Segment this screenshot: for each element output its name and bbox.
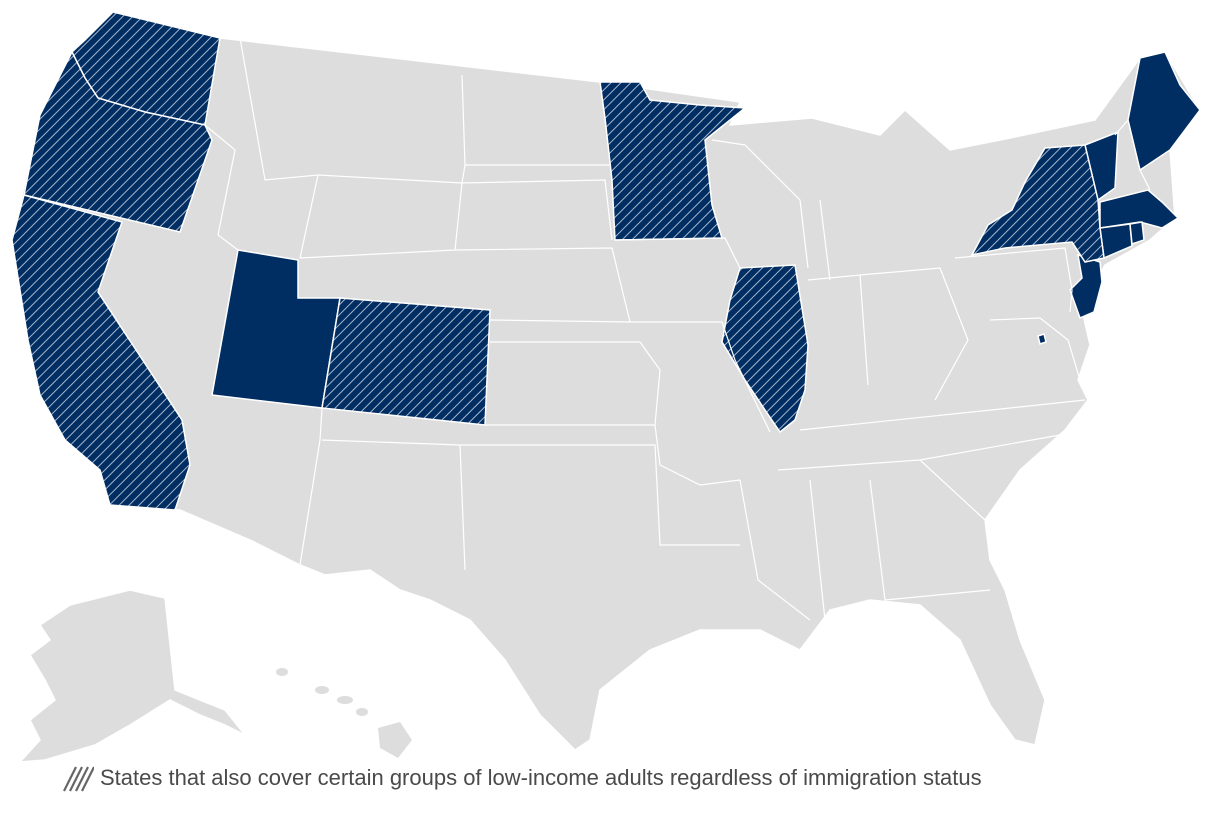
state-borders — [204, 37, 1151, 621]
state-hawaii — [276, 668, 412, 758]
state-minnesota — [599, 81, 747, 241]
state-new-jersey — [1069, 253, 1103, 320]
state-alaska — [18, 589, 246, 763]
state-rhode-island — [1129, 221, 1145, 246]
us-landmass — [11, 11, 1201, 751]
hatch-pattern-icon — [63, 766, 94, 792]
legend: States that also cover certain groups of… — [62, 762, 982, 794]
state-colorado — [321, 297, 491, 426]
state-maine — [1127, 51, 1201, 172]
legend-label: States that also cover certain groups of… — [100, 765, 982, 790]
state-new-york — [970, 144, 1105, 263]
state-oregon — [23, 50, 213, 233]
state-district-of-columbia — [1037, 333, 1047, 345]
great-lakes-divider — [819, 199, 831, 281]
state-california — [11, 194, 191, 511]
